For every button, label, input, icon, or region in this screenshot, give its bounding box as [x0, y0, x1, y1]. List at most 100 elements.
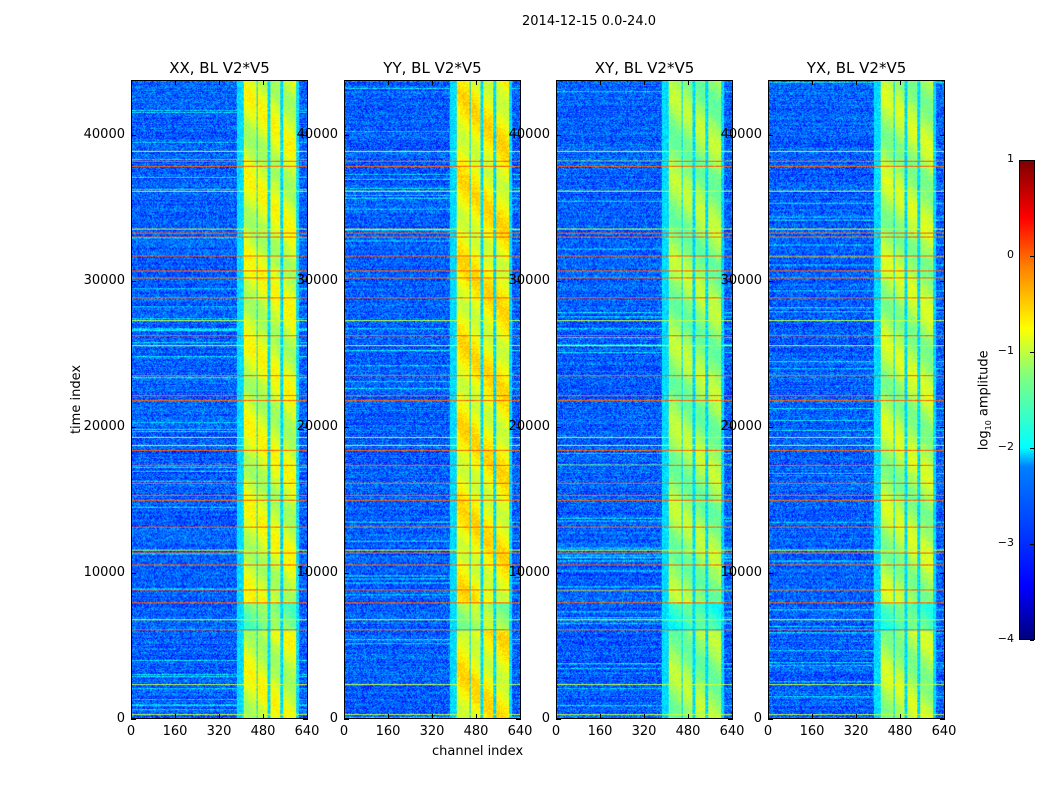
- x-tick-top: [175, 80, 176, 85]
- heatmap-panel-2: [556, 80, 733, 719]
- x-tick: [520, 714, 521, 719]
- x-tick: [688, 714, 689, 719]
- y-tick: [131, 573, 136, 574]
- x-tick-top: [732, 80, 733, 85]
- x-tick-top: [856, 80, 857, 85]
- y-tick-right: [728, 719, 733, 720]
- x-tick-top: [432, 80, 433, 85]
- x-tick: [175, 714, 176, 719]
- y-tick: [344, 135, 349, 137]
- y-tick-right: [728, 281, 733, 283]
- x-tick: [388, 714, 389, 719]
- y-tick-label: 10000: [508, 565, 550, 580]
- y-tick-right: [516, 573, 521, 574]
- colorbar-tick-label: −4: [997, 632, 1014, 645]
- y-tick-right: [940, 281, 945, 283]
- y-tick: [131, 281, 136, 283]
- y-tick-label: 10000: [720, 565, 762, 580]
- x-tick-top: [476, 80, 477, 85]
- x-tick-top: [600, 80, 601, 85]
- x-tick-top: [263, 80, 264, 85]
- y-tick: [556, 719, 561, 720]
- x-tick-label: 160: [162, 724, 188, 739]
- y-tick-label: 0: [753, 711, 762, 726]
- x-tick-top: [768, 80, 769, 85]
- panel-title: YY, BL V2*V5: [383, 59, 482, 77]
- x-tick-label: 480: [250, 724, 276, 739]
- x-tick: [856, 714, 857, 719]
- y-tick: [131, 427, 136, 429]
- x-tick-label: 320: [843, 724, 869, 739]
- y-tick: [768, 573, 773, 574]
- x-tick-label: 320: [631, 724, 657, 739]
- y-tick-label: 40000: [508, 127, 550, 143]
- y-tick-right: [516, 135, 521, 137]
- y-tick-right: [516, 427, 521, 429]
- y-axis-label: time index: [69, 364, 85, 435]
- y-tick-label: 20000: [296, 419, 338, 435]
- colorbar: [1019, 160, 1035, 640]
- x-tick-label: 0: [763, 724, 773, 739]
- y-tick: [556, 427, 561, 429]
- x-tick-label: 480: [887, 724, 913, 739]
- x-tick: [432, 714, 433, 719]
- y-tick-right: [728, 135, 733, 137]
- y-tick-label: 40000: [720, 127, 762, 143]
- x-tick-top: [556, 80, 557, 85]
- x-tick: [476, 714, 477, 719]
- y-tick-label: 40000: [296, 127, 338, 143]
- y-tick-label: 30000: [83, 273, 125, 289]
- y-tick: [344, 427, 349, 429]
- colorbar-tick: [1030, 256, 1034, 257]
- x-tick: [600, 714, 601, 719]
- y-tick: [768, 719, 773, 720]
- y-tick-right: [940, 135, 945, 137]
- x-tick-label: 0: [339, 724, 349, 739]
- x-tick-label: 0: [126, 724, 136, 739]
- x-tick-label: 0: [551, 724, 561, 739]
- x-tick: [812, 714, 813, 719]
- y-tick-label: 10000: [296, 565, 338, 580]
- y-tick-right: [303, 135, 308, 137]
- x-tick-label: 480: [675, 724, 701, 739]
- y-tick-label: 30000: [296, 273, 338, 289]
- x-tick-top: [644, 80, 645, 85]
- y-tick-right: [516, 281, 521, 283]
- y-tick: [556, 573, 561, 574]
- y-tick: [768, 281, 773, 283]
- heatmap-image: [769, 81, 944, 718]
- y-tick-label: 20000: [508, 419, 550, 435]
- x-tick-top: [131, 80, 132, 85]
- y-tick-label: 20000: [83, 419, 125, 435]
- y-tick-right: [940, 427, 945, 429]
- y-tick-label: 0: [541, 711, 550, 726]
- x-tick-label: 160: [375, 724, 401, 739]
- y-tick-right: [940, 573, 945, 574]
- colorbar-tick: [1030, 160, 1034, 161]
- figure-title: 2014-12-15 0.0-24.0: [522, 14, 656, 29]
- x-tick-top: [900, 80, 901, 85]
- x-tick-label: 160: [799, 724, 825, 739]
- y-tick-right: [728, 573, 733, 574]
- x-tick-label: 320: [206, 724, 232, 739]
- y-tick-label: 30000: [508, 273, 550, 289]
- x-tick: [768, 714, 769, 719]
- heatmap-panel-1: [344, 80, 521, 719]
- colorbar-label: log10 amplitude: [976, 350, 994, 451]
- y-tick: [768, 427, 773, 429]
- heatmap-panel-3: [768, 80, 945, 719]
- colorbar-tick: [1030, 448, 1034, 449]
- y-tick-right: [303, 573, 308, 574]
- y-tick: [344, 281, 349, 283]
- x-tick: [556, 714, 557, 719]
- y-tick: [344, 573, 349, 574]
- y-tick-right: [303, 719, 308, 720]
- x-tick-top: [388, 80, 389, 85]
- x-tick-label: 640: [719, 724, 745, 739]
- colorbar-tick-label: −2: [997, 440, 1014, 453]
- y-tick: [131, 135, 136, 137]
- y-tick-label: 0: [329, 711, 338, 726]
- colorbar-tick: [1030, 352, 1034, 353]
- x-tick-top: [812, 80, 813, 85]
- y-tick-right: [303, 427, 308, 429]
